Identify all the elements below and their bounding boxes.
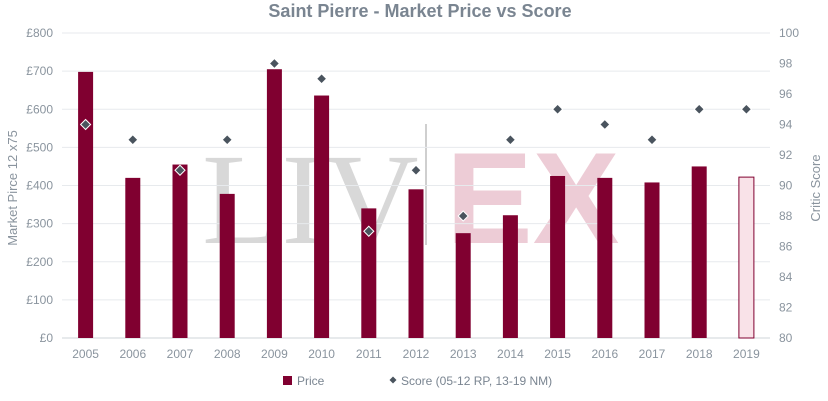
price-bars — [78, 69, 755, 339]
price-bar — [738, 176, 755, 339]
score-point — [174, 164, 186, 176]
price-bar — [691, 166, 707, 338]
score-point — [504, 134, 517, 146]
score-point — [457, 210, 469, 222]
x-tick-label: 2006 — [119, 347, 146, 361]
x-tick-label: 2016 — [591, 347, 618, 361]
y-tick-label: £700 — [26, 64, 53, 78]
y-tick-label: £100 — [26, 293, 53, 307]
price-bar — [125, 177, 141, 338]
y2-tick-label: 98 — [779, 57, 793, 71]
price-bar — [644, 182, 660, 338]
score-point — [268, 57, 281, 70]
y-tick-label: £200 — [26, 255, 53, 269]
watermark-left: LIV — [202, 128, 419, 272]
y-tick-label: £500 — [26, 140, 53, 154]
score-point — [363, 225, 375, 237]
price-bar — [408, 189, 424, 338]
y-axis-title: Market Pirce 12 x75 — [5, 130, 20, 246]
watermark-logo: LIV EX — [202, 124, 619, 272]
score-point — [221, 134, 233, 146]
x-tick-label: 2018 — [686, 347, 713, 361]
score-point — [740, 103, 753, 115]
y2-tick-label: 82 — [779, 301, 793, 315]
x-axis-ticks: 2005 2006 2007 2008 2009 2010 2011 2012 2013 2014… — [72, 347, 760, 361]
watermark-right: EX — [446, 125, 619, 271]
score-point — [79, 118, 92, 131]
y-tick-label: £400 — [26, 179, 53, 193]
price-bar — [172, 164, 188, 338]
y2-tick-label: 84 — [779, 270, 793, 284]
y2-axis-title: Critic Score — [808, 154, 823, 221]
score-point — [315, 73, 328, 85]
score-point — [127, 134, 139, 146]
y2-tick-label: 88 — [779, 209, 793, 223]
y2-axis-ticks: 80 82 84 86 88 90 92 94 96 98 100 — [779, 26, 799, 345]
x-tick-label: 2011 — [356, 347, 382, 361]
y-tick-label: £300 — [26, 217, 53, 231]
x-tick-label: 2010 — [308, 347, 335, 361]
price-bar — [502, 215, 518, 338]
x-tick-label: 2013 — [450, 347, 477, 361]
score-point — [551, 103, 564, 115]
legend-price-swatch — [283, 376, 292, 385]
y2-tick-label: 100 — [779, 26, 799, 40]
x-tick-label: 2005 — [72, 347, 99, 361]
price-bar — [597, 177, 613, 338]
score-markers — [79, 57, 753, 237]
score-point — [410, 164, 422, 176]
y2-tick-label: 86 — [779, 240, 793, 254]
y2-tick-label: 96 — [779, 87, 793, 101]
price-bar — [361, 208, 377, 338]
price-bar — [455, 233, 471, 338]
x-tick-label: 2017 — [639, 347, 666, 361]
score-point — [693, 103, 705, 115]
y-tick-label: £800 — [26, 26, 53, 40]
legend-price-label: Price — [297, 374, 325, 388]
y-tick-label: £0 — [40, 331, 54, 345]
y2-tick-label: 92 — [779, 148, 793, 162]
x-tick-label: 2019 — [733, 347, 760, 361]
x-tick-label: 2007 — [167, 347, 194, 361]
chart-title: Saint Pierre - Market Price vs Score — [268, 1, 571, 21]
price-bar — [314, 95, 330, 339]
y2-tick-label: 80 — [779, 331, 793, 345]
y-axis-ticks: £0 £100 £200 £300 £400 £500 £600 £700 £800 — [26, 26, 53, 345]
legend-score-label: Score (05-12 RP, 13-19 NM) — [401, 374, 552, 388]
price-bar — [266, 69, 282, 338]
x-tick-label: 2009 — [261, 347, 288, 361]
score-point — [646, 134, 658, 146]
x-tick-label: 2012 — [403, 347, 430, 361]
price-bar — [550, 175, 566, 338]
x-tick-label: 2015 — [544, 347, 571, 361]
x-tick-label: 2014 — [497, 347, 524, 361]
legend: Price Score (05-12 RP, 13-19 NM) — [283, 374, 552, 388]
price-bar — [219, 193, 235, 338]
y2-tick-label: 90 — [779, 179, 793, 193]
y-tick-label: £600 — [26, 102, 53, 116]
score-point — [599, 118, 611, 131]
legend-score-swatch — [389, 376, 397, 384]
x-tick-label: 2008 — [214, 347, 241, 361]
y2-tick-label: 94 — [779, 118, 793, 132]
price-bar — [78, 71, 94, 338]
